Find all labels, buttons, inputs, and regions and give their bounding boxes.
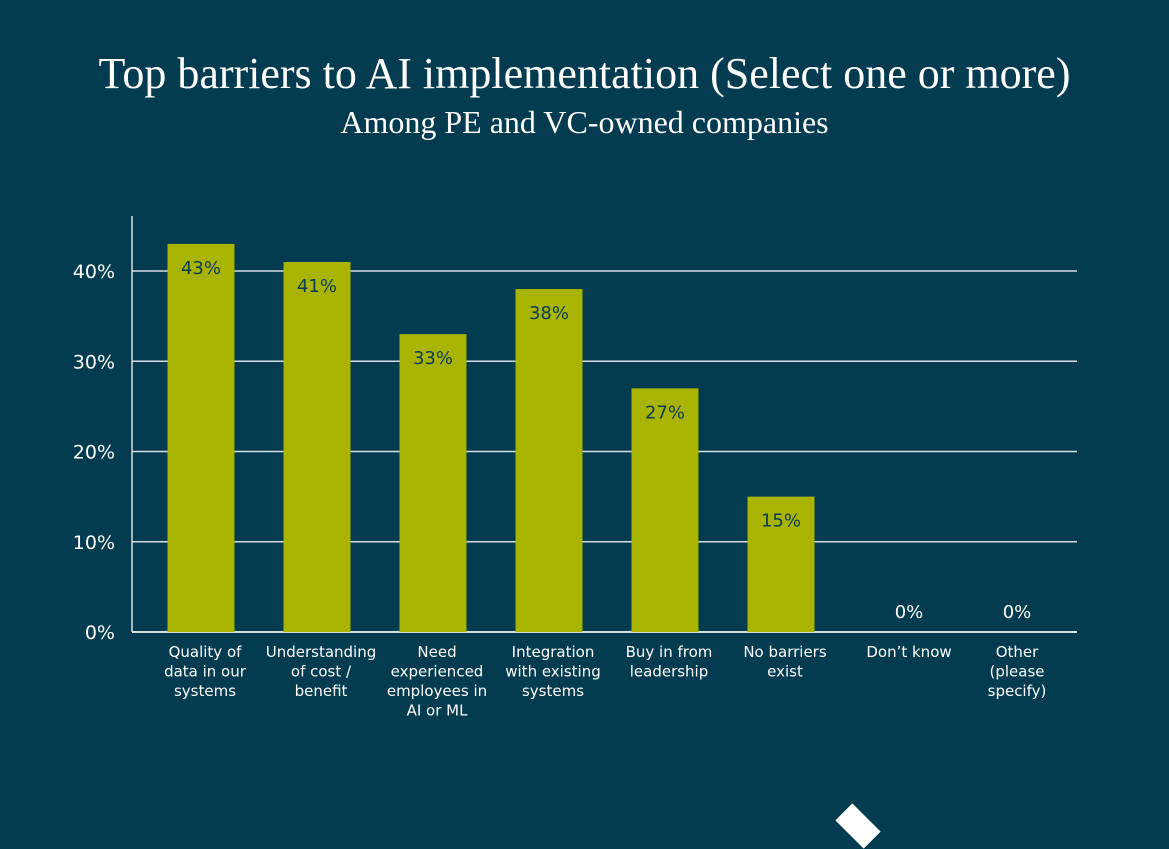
x-tick-label: No barriers bbox=[743, 643, 827, 661]
x-tick-label: systems bbox=[522, 682, 584, 700]
x-tick-label: of cost / bbox=[291, 663, 352, 681]
data-label: 38% bbox=[529, 303, 569, 324]
x-tick-label: data in our bbox=[164, 663, 247, 681]
x-tick-label: Buy in from bbox=[626, 643, 713, 661]
x-tick-label: with existing bbox=[505, 663, 601, 681]
data-label: 41% bbox=[297, 276, 337, 297]
bar bbox=[399, 334, 467, 632]
data-label: 0% bbox=[895, 602, 924, 623]
x-tick-label: systems bbox=[174, 682, 236, 700]
x-tick-label: exist bbox=[767, 663, 803, 681]
x-tick-label: benefit bbox=[295, 682, 348, 700]
bar bbox=[747, 496, 815, 632]
x-tick-label: Need bbox=[417, 643, 456, 661]
y-tick-label: 10% bbox=[73, 532, 115, 554]
x-tick-label: leadership bbox=[630, 663, 709, 681]
x-tick-label: experienced bbox=[391, 663, 484, 681]
data-label: 0% bbox=[1003, 602, 1032, 623]
x-tick-label: Don’t know bbox=[866, 643, 951, 661]
bar bbox=[631, 388, 699, 632]
data-label: 15% bbox=[761, 511, 801, 532]
chart-subtitle: Among PE and VC-owned companies bbox=[340, 104, 829, 140]
x-tick-label: specify) bbox=[988, 682, 1047, 700]
data-label: 27% bbox=[645, 402, 685, 423]
y-tick-label: 20% bbox=[73, 442, 115, 464]
y-tick-label: 30% bbox=[73, 351, 115, 373]
y-tick-label: 0% bbox=[85, 622, 115, 644]
data-label: 33% bbox=[413, 348, 453, 369]
x-tick-label: Quality of bbox=[169, 643, 243, 661]
x-tick-label: Other bbox=[996, 643, 1039, 661]
bar bbox=[515, 289, 583, 632]
x-tick-label: Understanding bbox=[266, 643, 377, 661]
x-tick-label: employees in bbox=[387, 682, 487, 700]
x-tick-label: (please bbox=[989, 663, 1044, 681]
y-tick-label: 40% bbox=[73, 261, 115, 283]
x-tick-label: AI or ML bbox=[407, 702, 469, 720]
chart-title: Top barriers to AI implementation (Selec… bbox=[98, 49, 1071, 98]
x-tick-label: Integration bbox=[512, 643, 595, 661]
bar bbox=[167, 243, 235, 633]
bar bbox=[283, 261, 351, 632]
data-label: 43% bbox=[181, 258, 221, 279]
